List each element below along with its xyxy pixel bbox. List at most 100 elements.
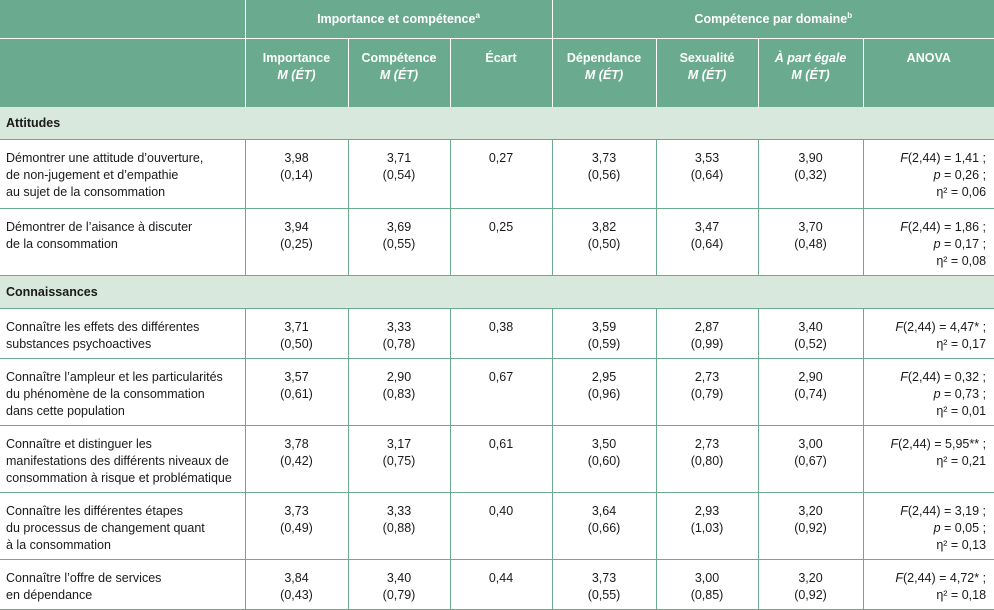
dependance-value-line: 3,73 [591, 571, 617, 585]
header-group2-sup: b [847, 11, 853, 21]
dependance-value-line: 2,95 [591, 370, 617, 384]
row-label-line: de la consommation [6, 237, 118, 251]
sexualite-value-line: 3,53 [694, 151, 720, 165]
header-group2-label: Compétence par domaine [694, 12, 848, 27]
header-group1-label: Importance et compétence [317, 12, 476, 27]
importance-value-line: 3,57 [284, 370, 309, 384]
apart-value-line: 2,90 [798, 370, 823, 384]
sexualite-value-line: 2,87 [694, 320, 720, 334]
anova-line: F(2,44) = 5,95** ; [890, 437, 987, 451]
sexualite-value-line: 2,93 [694, 504, 720, 518]
sexualite-cell: 3,53 (0,64) [656, 139, 759, 209]
header-importance-label: Importance [262, 51, 331, 65]
importance-cell: 3,71 (0,50) [245, 308, 349, 359]
competence-value-line: 2,90 [386, 370, 412, 384]
competence-cell: 3,69 (0,55) [348, 208, 451, 276]
sexualite-value-line: 3,00 [694, 571, 720, 585]
header-sexualite: Sexualité M (ÉT) [656, 38, 759, 107]
importance-value-line: 3,98 [284, 151, 309, 165]
header-competence: Compétence M (ÉT) [348, 38, 451, 107]
importance-value-line: (0,42) [280, 454, 313, 468]
header-ecart: Écart [450, 38, 553, 107]
anova-line: η² = 0,06 [936, 185, 987, 199]
competence-value-line: 3,40 [386, 571, 412, 585]
row-label-line: Démontrer une attitude d’ouverture, [6, 151, 204, 165]
competence-cell: 3,33 (0,88) [348, 492, 451, 560]
apart-cell: 3,90 (0,32) [758, 139, 864, 209]
dependance-value-line: 3,82 [591, 220, 617, 234]
dependance-cell: 3,50 (0,60) [552, 425, 657, 493]
anova-line: F(2,44) = 0,32 ; [900, 370, 987, 384]
header-anova: ANOVA [863, 39, 994, 108]
header-empty-cell [0, 0, 246, 39]
ecart-cell: 0,27 [450, 139, 553, 209]
anova-line: F(2,44) = 1,41 ; [900, 151, 987, 165]
dependance-value-line: (0,66) [587, 521, 621, 535]
dependance-cell: 3,82 (0,50) [552, 208, 657, 276]
table-body: Attitudes Démontrer une attitude d’ouvert… [0, 107, 994, 610]
anova-line: η² = 0,08 [936, 254, 987, 268]
apart-value-line: (0,92) [794, 588, 827, 602]
dependance-cell: 3,73 (0,56) [552, 139, 657, 209]
sexualite-value-line: (1,03) [690, 521, 724, 535]
sexualite-value-line: 2,73 [694, 370, 720, 384]
apart-cell: 3,70 (0,48) [758, 208, 864, 276]
dependance-cell: 3,64 (0,66) [552, 492, 657, 560]
apart-cell: 3,00 (0,67) [758, 425, 864, 493]
competence-value-line: (0,78) [382, 337, 416, 351]
header-sexualite-met: M (ÉT) [687, 68, 727, 82]
dependance-value-line: 3,73 [591, 151, 617, 165]
importance-value-line: (0,49) [280, 521, 313, 535]
table-row: Connaître l’ampleur et les particularité… [0, 358, 994, 426]
anova-line: F(2,44) = 4,47* ; [895, 320, 987, 334]
apart-value-line: 3,90 [798, 151, 823, 165]
apart-cell: 2,90 (0,74) [758, 358, 864, 426]
anova-cell: F(2,44) = 4,72* ; η² = 0,18 [863, 559, 994, 610]
anova-cell: F(2,44) = 3,19 ; p = 0,05 ; η² = 0,13 [863, 492, 994, 560]
importance-value-line: 3,73 [284, 504, 309, 518]
table-row: Démontrer de l’aisance à discuter de la c… [0, 208, 994, 276]
competence-cell: 2,90 (0,83) [348, 358, 451, 426]
row-label-line: Connaître et distinguer les [6, 437, 152, 451]
apart-cell: 3,40 (0,52) [758, 308, 864, 359]
dependance-value-line: (0,59) [587, 337, 621, 351]
ecart-cell: 0,40 [450, 492, 553, 560]
sexualite-cell: 2,73 (0,79) [656, 358, 759, 426]
row-label-line: de non-jugement et d’empathie [6, 168, 179, 182]
header-group-row: Importance et compétencea Compétence par… [0, 0, 994, 39]
anova-line: η² = 0,21 [936, 454, 987, 468]
header-competence-met: M (ÉT) [379, 68, 419, 82]
row-label-line: Connaître les différentes étapes [6, 504, 183, 518]
importance-value-line: (0,50) [280, 337, 313, 351]
ecart-cell: 0,38 [450, 308, 553, 359]
anova-line: F(2,44) = 4,72* ; [895, 571, 987, 585]
competence-cell: 3,40 (0,79) [348, 559, 451, 610]
competence-cell: 3,33 (0,78) [348, 308, 451, 359]
row-label-line: en dépendance [6, 588, 93, 602]
row-label: Connaître les différentes étapes du proce… [0, 492, 246, 560]
sexualite-cell: 3,00 (0,85) [656, 559, 759, 610]
dependance-value-line: (0,96) [587, 387, 621, 401]
competence-value-line: (0,75) [382, 454, 416, 468]
apart-value-line: 3,40 [798, 320, 823, 334]
header-group1-sup: a [475, 11, 480, 21]
dependance-value-line: 3,50 [591, 437, 617, 451]
header-dependance-label: Dépendance [566, 51, 642, 65]
ecart-cell: 0,25 [450, 208, 553, 276]
anova-cell: F(2,44) = 4,47* ; η² = 0,17 [863, 308, 994, 359]
sexualite-value-line: (0,99) [690, 337, 724, 351]
anova-line: η² = 0,01 [936, 404, 987, 418]
apart-cell: 3,20 (0,92) [758, 559, 864, 610]
sexualite-cell: 2,93 (1,03) [656, 492, 759, 560]
dependance-value-line: 3,59 [591, 320, 617, 334]
header-sexualite-label: Sexualité [679, 51, 735, 65]
row-label-line: manifestations des différents niveaux de [6, 454, 229, 468]
row-label-line: Connaître l’ampleur et les particularité… [6, 370, 223, 384]
anova-line: p = 0,05 ; [933, 521, 987, 535]
ecart-cell: 0,67 [450, 358, 553, 426]
anova-cell: F(2,44) = 5,95** ; η² = 0,21 [863, 425, 994, 493]
row-label-line: Connaître l’offre de services [6, 571, 162, 585]
anova-line: p = 0,17 ; [933, 237, 987, 251]
competence-cell: 3,17 (0,75) [348, 425, 451, 493]
importance-cell: 3,84 (0,43) [245, 559, 349, 610]
